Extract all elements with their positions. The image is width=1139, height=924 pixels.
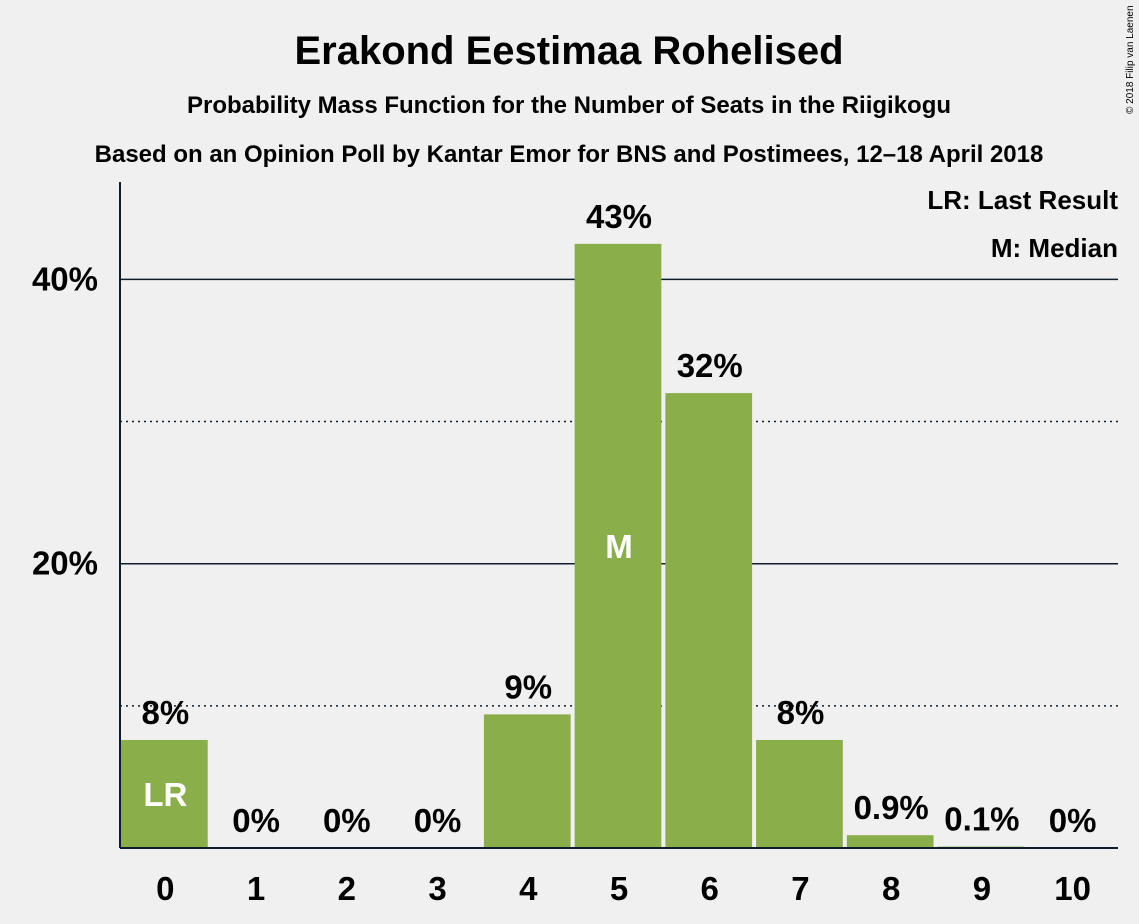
x-tick-label: 1 xyxy=(247,870,265,907)
x-tick-label: 7 xyxy=(791,870,809,907)
axes xyxy=(119,182,1118,849)
y-tick-label: 20% xyxy=(32,545,98,582)
x-tick-label: 6 xyxy=(701,870,719,907)
chart-title: Erakond Eestimaa Rohelised xyxy=(294,29,843,73)
x-tick-label: 5 xyxy=(610,870,628,907)
data-label: 32% xyxy=(677,347,743,384)
x-tick-label: 0 xyxy=(156,870,174,907)
copyright-notice: © 2018 Filip van Laenen xyxy=(1125,5,1136,114)
chart-subtitle-2: Based on an Opinion Poll by Kantar Emor … xyxy=(95,141,1044,168)
legend-last-result: LR: Last Result xyxy=(927,185,1118,215)
bar-marker-label: M xyxy=(605,528,633,565)
x-tick-label: 3 xyxy=(428,870,446,907)
x-tick-label: 4 xyxy=(519,870,538,907)
bars xyxy=(121,243,1025,848)
data-label: 8% xyxy=(142,694,190,731)
data-label: 8% xyxy=(777,694,825,731)
x-tick-label: 10 xyxy=(1054,870,1091,907)
bar xyxy=(846,835,934,848)
bar xyxy=(756,739,843,848)
data-label: 0.9% xyxy=(854,789,929,826)
data-label: 0% xyxy=(232,802,280,839)
data-label: 0% xyxy=(1049,802,1097,839)
x-tick-label: 9 xyxy=(973,870,991,907)
data-labels: 8% LR 0 0% 1 0% 2 0% 3 9% 4 43% M 5 32% 6 8% 7 0.9% 8 0.1% 9 0… xyxy=(142,198,1097,907)
legend-median: M: Median xyxy=(991,233,1118,263)
data-label: 0.1% xyxy=(944,801,1019,838)
data-label: 0% xyxy=(414,802,462,839)
x-tick-label: 8 xyxy=(882,870,900,907)
bar xyxy=(121,739,208,848)
x-tick-label: 2 xyxy=(338,870,356,907)
bar-marker-label: LR xyxy=(143,776,187,813)
y-tick-label: 40% xyxy=(32,260,98,297)
bar xyxy=(574,243,662,848)
data-label: 43% xyxy=(586,198,652,235)
data-label: 0% xyxy=(323,802,371,839)
data-label: 9% xyxy=(504,668,552,705)
chart-subtitle: Probability Mass Function for the Number… xyxy=(187,92,951,119)
bar xyxy=(483,714,571,848)
bar xyxy=(665,393,753,848)
